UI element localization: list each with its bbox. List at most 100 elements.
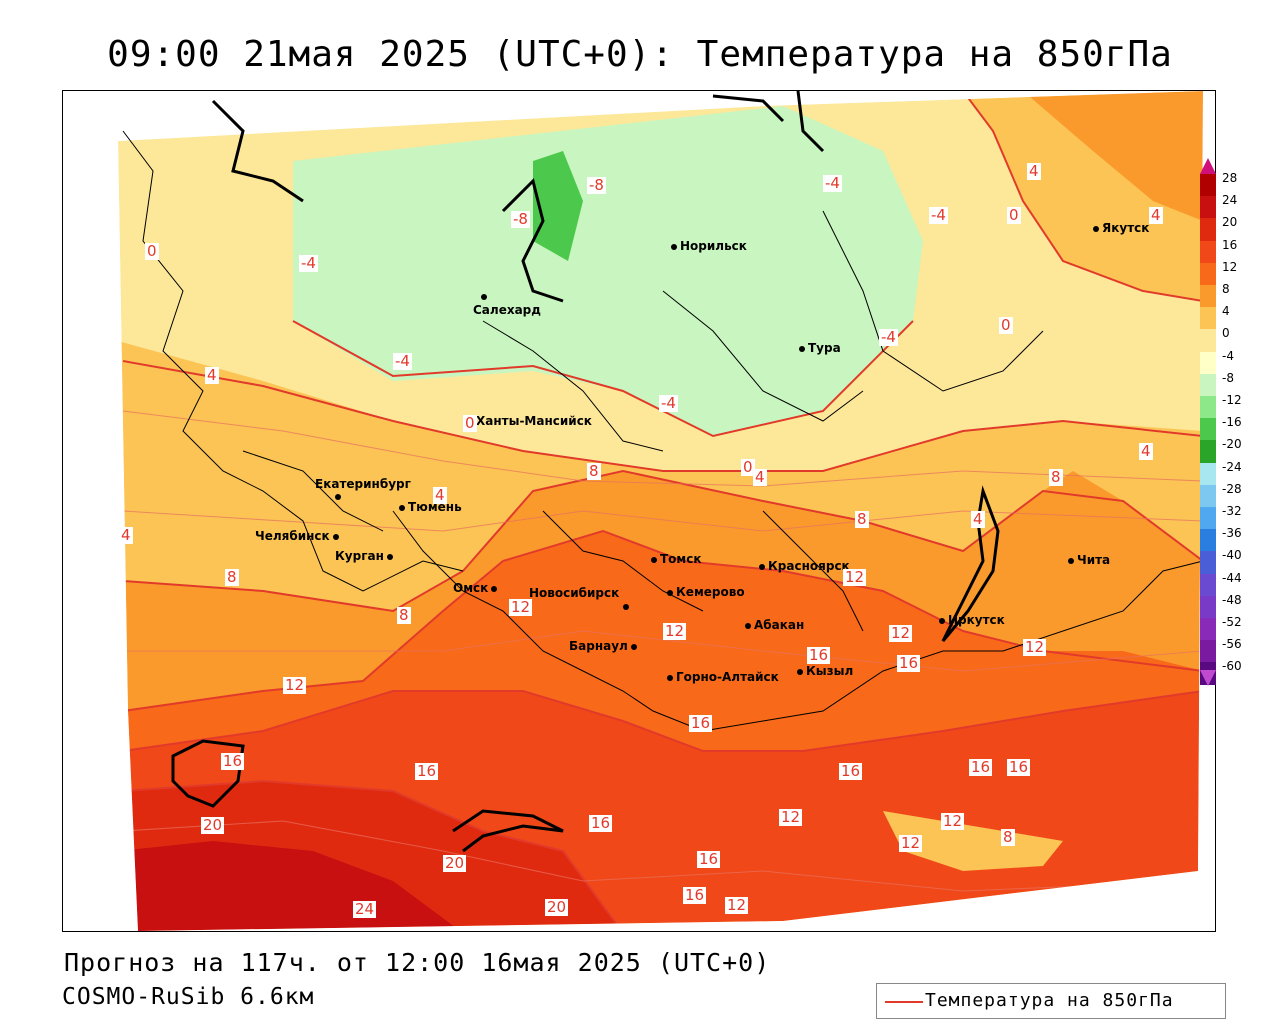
color-scale-cell [1200, 418, 1216, 441]
isotherm-label: -4 [879, 328, 898, 346]
color-scale-cell [1200, 351, 1216, 375]
isotherm-label: -4 [659, 394, 678, 412]
city-marker-icon [491, 585, 498, 592]
color-scale-label: -20 [1222, 437, 1242, 452]
color-scale-cell [1200, 196, 1216, 219]
isotherm-label: 4 [971, 510, 985, 528]
city-marker-icon [399, 504, 405, 511]
isotherm-lines [122, 91, 1203, 931]
isotherm-label: 0 [145, 242, 159, 260]
city-tomsk: Томск [651, 552, 702, 566]
city-krasnoyarsk: Красноярск [759, 559, 850, 573]
temperature-bands [118, 91, 1203, 931]
color-scale-cell [1200, 262, 1216, 286]
color-scale-label: -44 [1222, 570, 1242, 585]
city-marker-icon [335, 493, 341, 500]
color-scale-label: -60 [1222, 659, 1242, 674]
isotherm-label: 16 [1007, 758, 1031, 776]
color-scale-label: -16 [1222, 415, 1242, 430]
city-marker-icon [332, 533, 339, 540]
city-marker-icon [799, 345, 805, 352]
color-scale-label: -4 [1222, 348, 1234, 363]
color-scale-label: 16 [1222, 237, 1238, 252]
isotherm-label: 12 [283, 676, 307, 694]
city-marker-icon [671, 243, 677, 250]
city-tura: Тура [799, 341, 841, 355]
isotherm-label: 16 [415, 762, 439, 780]
isotherm-label: 12 [843, 568, 867, 586]
isotherm-label: 20 [545, 898, 569, 916]
city-kyzyl: Кызыл [797, 664, 853, 678]
isotherm-label: 4 [1149, 206, 1163, 224]
color-scale-label: -36 [1222, 526, 1242, 541]
isotherm-label: 8 [1049, 468, 1063, 486]
city-omsk: Омск [453, 581, 500, 595]
model-name: COSMO-RuSib 6.6км [62, 984, 315, 1010]
color-scale-cell [1200, 462, 1216, 486]
color-scale-cell [1200, 396, 1216, 419]
isotherm-label: 16 [221, 752, 245, 770]
isotherm-label: 12 [1023, 638, 1047, 656]
color-scale-cell [1200, 307, 1216, 330]
isotherm-label: -4 [393, 352, 412, 370]
city-marker-icon [623, 603, 629, 610]
color-scale-label: -48 [1222, 592, 1242, 607]
city-irkutsk: Иркутск [939, 613, 1005, 627]
color-scale-label: 12 [1222, 259, 1238, 274]
isotherm-label: 4 [119, 526, 133, 544]
color-scale-cell [1200, 285, 1216, 308]
isotherm-label: 8 [225, 568, 239, 586]
color-scale-cell [1200, 573, 1216, 597]
isotherm-label: -4 [929, 206, 948, 224]
city-norilsk: Норильск [671, 239, 747, 253]
isotherm-label: 16 [839, 762, 863, 780]
color-scale-cell [1200, 240, 1216, 264]
isotherm-label: 12 [725, 896, 749, 914]
color-scale-cell [1200, 640, 1216, 663]
isotherm-label: 24 [353, 900, 377, 918]
isotherm-label: 16 [689, 714, 713, 732]
city-marker-icon [481, 293, 487, 300]
color-scale-cell [1200, 595, 1216, 619]
city-tyumen: Тюмень [399, 500, 462, 514]
isotherm-label: 12 [509, 598, 533, 616]
color-scale-label: -28 [1222, 481, 1242, 496]
color-scale-label: 0 [1222, 326, 1230, 341]
legend-line-swatch [885, 1001, 923, 1003]
isotherm-label: 0 [999, 316, 1013, 334]
color-scale-label: 20 [1222, 215, 1238, 230]
city-marker-icon [651, 556, 657, 563]
temperature-map[interactable]: Норильск Салехард Тура Якутск Ханты-Манс… [62, 90, 1216, 932]
isotherm-label: 12 [779, 808, 803, 826]
color-scale-label: -8 [1222, 370, 1234, 385]
isotherm-label: 20 [201, 816, 225, 834]
map-legend: Температура на 850гПа [876, 983, 1226, 1019]
isotherm-label: 4 [1139, 442, 1153, 460]
forecast-info: Прогноз на 117ч. от 12:00 16мая 2025 (UT… [64, 948, 771, 977]
city-abakan: Абакан [745, 618, 804, 632]
coastline [171, 91, 1000, 853]
city-yekaterinburg [335, 489, 344, 503]
city-marker-icon [939, 617, 945, 624]
city-khanty-mansiysk: Ханты-Мансийск [467, 414, 592, 428]
color-scale-cell [1200, 551, 1216, 575]
city-barnaul: Барнаул [569, 639, 640, 653]
city-marker-icon [759, 563, 765, 570]
city-marker-icon [1093, 225, 1099, 232]
scale-bottom-arrow-icon [1200, 670, 1216, 686]
city-marker-icon [797, 668, 803, 675]
city-chelyabinsk: Челябинск [255, 529, 342, 543]
isotherm-label: 16 [683, 886, 707, 904]
city-yekaterinburg-label: Екатеринбург [315, 477, 411, 491]
color-scale-label: -32 [1222, 504, 1242, 518]
color-scale-cell [1200, 329, 1216, 353]
city-novosibirsk: Новосибирск [529, 586, 620, 600]
isotherm-label: 16 [589, 814, 613, 832]
city-marker-icon [1068, 557, 1074, 564]
city-kemerovo: Кемерово [667, 585, 745, 599]
city-salekhard-label: Салехард [473, 303, 541, 317]
isotherm-label: 8 [1001, 828, 1015, 846]
color-scale-label: 24 [1222, 193, 1238, 208]
isotherm-label: 0 [741, 458, 755, 476]
isotherm-label: -4 [823, 174, 842, 192]
